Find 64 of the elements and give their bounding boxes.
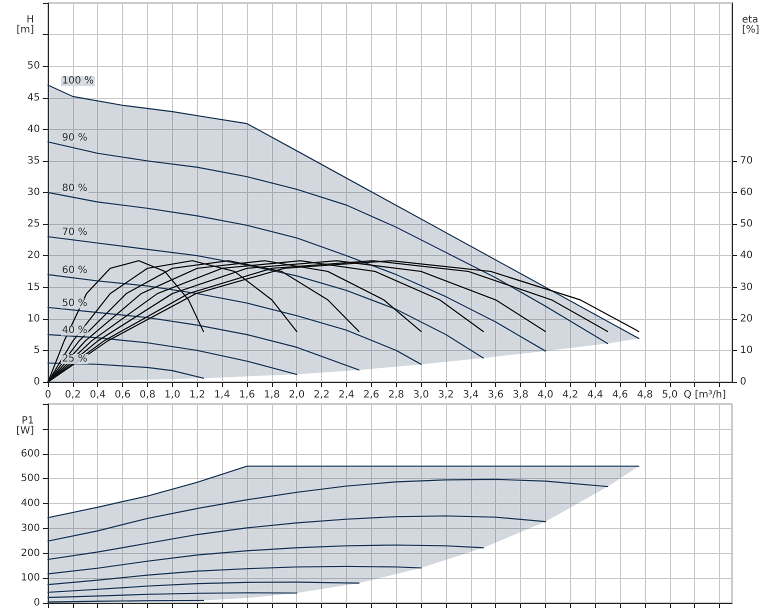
x-tick-label: 2,2 xyxy=(314,390,330,400)
x-tick-label: 2,8 xyxy=(388,390,404,400)
x-tick-label: 4,6 xyxy=(612,390,628,400)
y-tick-label: 50 xyxy=(27,60,40,72)
y2-tick-label: 30 xyxy=(740,282,753,293)
x-tick-label: 1,2 xyxy=(189,390,206,400)
y-tick-label: 300 xyxy=(20,522,40,534)
y-tick-label: 30 xyxy=(27,187,40,198)
x-tick-label: 1,0 xyxy=(164,390,180,400)
y-tick-label: 45 xyxy=(27,92,40,104)
y-tick-label: 15 xyxy=(27,282,40,293)
y-tick-label: 200 xyxy=(20,548,40,559)
x-tick-label: 3,8 xyxy=(512,390,529,400)
x-tick-label: 2,6 xyxy=(363,390,380,400)
x-tick-label: 1,8 xyxy=(264,390,280,400)
x-tick-label: 1,6 xyxy=(239,390,255,400)
y-tick-label: 500 xyxy=(20,473,40,484)
x-tick-label: 0,4 xyxy=(90,390,106,400)
series-label: 25 % xyxy=(62,354,88,365)
x-tick-label: 0 xyxy=(44,390,52,400)
y-tick-label: 40 xyxy=(27,124,40,135)
x-tick-label: 5,0 xyxy=(662,390,678,400)
x-tick-label: 4,0 xyxy=(538,390,554,400)
x-tick-label: 2,4 xyxy=(338,390,354,400)
series-label: 60 % xyxy=(62,265,88,276)
y2-tick-label: 0 xyxy=(740,376,746,388)
y-tick-label: 25 xyxy=(27,218,40,230)
y-axis-title: H [m] xyxy=(16,14,34,36)
y-tick-label: 0 xyxy=(34,598,40,608)
y2-tick-label: 10 xyxy=(740,344,753,356)
y-tick-label: 20 xyxy=(27,250,40,262)
x-tick-label: 4,4 xyxy=(587,390,604,400)
y2-tick-label: 60 xyxy=(740,187,753,198)
series-label: 70 % xyxy=(62,227,88,238)
x-tick-label: 3,4 xyxy=(462,390,479,400)
x-tick-label: 0,6 xyxy=(114,390,131,400)
series-label: 50 % xyxy=(62,298,88,309)
x-tick-label: 0,2 xyxy=(64,390,81,400)
series-label: 90 % xyxy=(62,132,88,144)
x-tick-label: 0,8 xyxy=(140,390,156,400)
y2-tick-label: 20 xyxy=(740,313,753,324)
x-tick-label: 3,0 xyxy=(413,390,430,400)
y2-tick-label: 70 xyxy=(740,155,753,166)
series-label: 40 % xyxy=(62,325,88,336)
x-tick-label: 3,2 xyxy=(438,390,454,400)
y2-tick-label: 40 xyxy=(740,250,753,262)
y-tick-label: 600 xyxy=(20,448,40,460)
x-tick-label: 4,8 xyxy=(636,390,653,400)
x-tick-label: 4,2 xyxy=(562,390,578,400)
y2-axis-title: eta [%] xyxy=(742,14,760,36)
y-tick-label: 5 xyxy=(34,344,40,356)
y-axis-title: P1 [W] xyxy=(16,416,34,436)
x-tick-label: 2,0 xyxy=(288,390,305,400)
y-tick-label: 10 xyxy=(27,313,40,324)
x-tick-label: 1,4 xyxy=(214,390,230,400)
y-tick-label: 0 xyxy=(34,376,40,388)
y-tick-label: 35 xyxy=(27,155,40,166)
series-label: 80 % xyxy=(62,183,88,194)
x-axis-title: Q [m³/h] xyxy=(684,390,726,400)
series-label: 100 % xyxy=(62,76,94,87)
y-tick-label: 100 xyxy=(20,572,40,584)
y2-tick-label: 50 xyxy=(740,218,753,230)
y-tick-label: 400 xyxy=(20,498,40,509)
x-tick-label: 3,6 xyxy=(488,390,504,400)
